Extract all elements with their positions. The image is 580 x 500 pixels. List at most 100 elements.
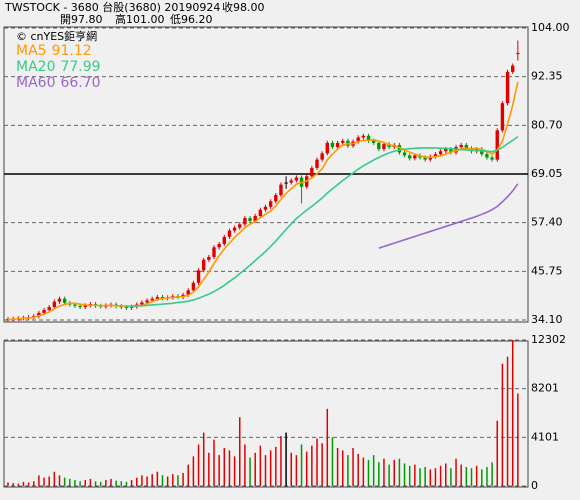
legend-entry: MA60 66.70 <box>16 75 101 91</box>
volume-bar <box>486 467 488 486</box>
volume-bar <box>460 464 462 486</box>
volume-bar <box>136 477 138 486</box>
volume-bar <box>517 393 519 486</box>
legend-entry: MA5 91.12 <box>16 43 92 59</box>
header-low: 低96.20 <box>170 13 213 26</box>
y-tick-label: 92.35 <box>531 70 563 83</box>
candle-body <box>263 206 268 210</box>
candle-body <box>438 151 443 155</box>
volume-bar <box>331 437 334 486</box>
legend-name: MA20 <box>16 59 55 75</box>
candle-body <box>248 218 252 221</box>
volume-bar <box>342 450 344 486</box>
volume-bar <box>455 458 457 486</box>
volume-bar <box>223 448 226 486</box>
volume-bar <box>74 480 76 486</box>
volume-bar <box>228 450 231 486</box>
volume-bar <box>290 452 292 486</box>
candle-body <box>444 149 448 152</box>
volume-bar <box>275 446 277 486</box>
header-close: 收98.00 <box>222 0 265 14</box>
candle-body <box>207 256 211 260</box>
volume-bar <box>429 469 432 486</box>
candle-body <box>37 312 41 317</box>
volume-bar <box>58 475 61 486</box>
volume-bar <box>481 469 483 486</box>
candle-body <box>382 144 386 150</box>
candle-body <box>495 130 499 160</box>
volume-bar <box>378 462 380 486</box>
candle-body <box>377 142 381 150</box>
volume-bar <box>254 452 256 486</box>
candle-body <box>52 301 57 308</box>
volume-bar <box>388 464 390 486</box>
volume-bar <box>12 483 14 486</box>
candle-body <box>57 298 62 302</box>
y-tick-label: 104.00 <box>531 21 570 34</box>
volume-bar <box>213 439 215 486</box>
candle-body <box>124 307 129 309</box>
volume-bar <box>352 448 354 486</box>
candle-body <box>160 297 165 299</box>
y-tick-label: 4101 <box>531 430 559 443</box>
volume-bar <box>115 480 117 486</box>
candle-body <box>294 177 299 181</box>
volume-bar <box>84 480 86 486</box>
volume-bar <box>372 455 375 486</box>
volume-bar <box>239 417 241 486</box>
volume-bar <box>218 455 220 486</box>
candle-body <box>480 149 484 155</box>
candle-body <box>289 180 293 183</box>
legend-value: 91.12 <box>52 43 92 59</box>
candle-body <box>78 305 82 308</box>
legend-value: 77.99 <box>60 59 100 75</box>
volume-bar <box>501 363 504 486</box>
volume-bar <box>496 420 498 486</box>
candle-body <box>119 306 123 308</box>
legend-entry: MA20 77.99 <box>16 59 101 75</box>
volume-bar <box>197 444 200 486</box>
candle-body <box>366 135 371 141</box>
volume-bar <box>506 356 509 486</box>
volume-panel <box>3 340 529 488</box>
candle-body <box>516 53 520 55</box>
candle-body <box>232 227 237 231</box>
volume-bar <box>336 448 339 486</box>
volume-bar <box>22 481 25 486</box>
volume-bar <box>105 480 107 486</box>
volume-bar <box>367 459 370 486</box>
candle-body <box>413 155 417 159</box>
volume-bar <box>161 475 164 486</box>
volume-bar <box>233 456 236 486</box>
volume-bar <box>182 472 184 486</box>
candle-body <box>325 142 329 154</box>
volume-bar <box>146 476 148 486</box>
volume-bar <box>94 481 97 486</box>
candle-body <box>459 144 463 148</box>
candle-body <box>320 153 324 160</box>
candle-body <box>238 224 242 228</box>
volume-bar <box>439 465 442 486</box>
volume-bar <box>316 438 318 486</box>
header-title: TWSTOCK - 3680 台股(3680) 20190924 <box>4 0 220 14</box>
volume-bar <box>408 465 411 486</box>
volume-bar <box>280 436 282 486</box>
ma-line <box>378 183 519 249</box>
header-high: 高101.00 <box>115 12 165 26</box>
candle-body <box>464 144 469 149</box>
volume-bar <box>43 477 45 486</box>
candle-body <box>202 259 206 271</box>
candle-body <box>191 282 196 291</box>
ma-line <box>7 81 519 321</box>
volume-bar <box>511 340 514 486</box>
volume-bar <box>192 456 195 486</box>
y-tick-label: 69.05 <box>531 167 563 180</box>
volume-bar <box>326 408 329 486</box>
volume-bar <box>249 457 251 486</box>
volume-bar <box>269 450 272 486</box>
volume-bar <box>79 481 81 486</box>
volume-bar <box>403 463 406 486</box>
volume-bar <box>285 432 287 486</box>
header-open: 開97.80 <box>60 13 103 26</box>
